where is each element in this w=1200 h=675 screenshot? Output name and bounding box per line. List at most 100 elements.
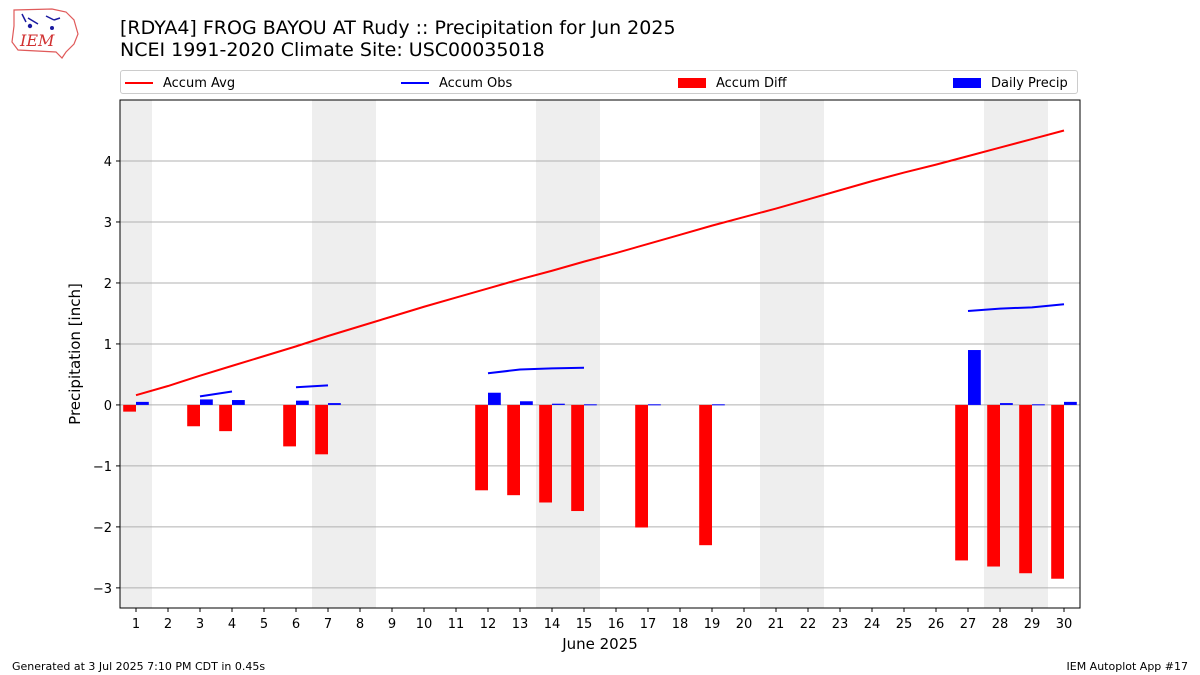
accum-diff-bar xyxy=(699,404,712,546)
x-tick-label: 28 xyxy=(992,617,1009,632)
daily-precip-bar xyxy=(1064,401,1077,405)
x-tick-label: 13 xyxy=(512,617,529,632)
accum-avg-line xyxy=(135,129,1065,397)
legend-accum-obs: Accum Obs xyxy=(401,74,512,92)
footer-app: IEM Autoplot App #17 xyxy=(1066,660,1189,673)
daily-precip-bar xyxy=(200,399,213,405)
x-tick-label: 8 xyxy=(356,617,364,632)
accum-diff-bar xyxy=(123,404,136,412)
x-tick-label: 20 xyxy=(736,617,753,632)
x-tick-label: 6 xyxy=(292,617,300,632)
x-tick-label: 16 xyxy=(608,617,625,632)
daily-precip-bar xyxy=(712,404,725,406)
chart-title: [RDYA4] FROG BAYOU AT Rudy :: Precipitat… xyxy=(120,17,676,39)
accum-diff-bar xyxy=(571,404,584,512)
x-tick-label: 1 xyxy=(132,617,140,632)
x-tick-label: 19 xyxy=(704,617,721,632)
accum-obs-lines xyxy=(199,303,1065,398)
daily-precip-bar xyxy=(232,400,245,405)
y-tick-label: 0 xyxy=(104,399,112,414)
accum-obs-segment xyxy=(199,390,233,398)
legend-label-daily: Daily Precip xyxy=(991,75,1068,91)
weekend-band xyxy=(984,100,1048,608)
chart-subtitle: NCEI 1991-2020 Climate Site: USC00035018 xyxy=(120,39,545,61)
accum-diff-bar xyxy=(283,404,296,447)
y-axis-label: Precipitation [inch] xyxy=(66,283,84,425)
daily-precip-bar xyxy=(552,403,565,405)
x-tick-label: 18 xyxy=(672,617,689,632)
legend-swatch-daily xyxy=(953,78,981,88)
y-tick-label: 2 xyxy=(104,277,112,292)
y-tick-label: −1 xyxy=(93,460,112,475)
weekend-band xyxy=(120,100,152,608)
y-axis-ticks: −3 −2 −1 0 1 2 3 4 xyxy=(93,155,120,597)
daily-precip-bar xyxy=(136,401,149,405)
daily-precip-bar xyxy=(520,401,533,405)
accum-obs-segment xyxy=(487,366,585,375)
accum-diff-bar xyxy=(635,404,648,528)
legend-accum-diff: Accum Diff xyxy=(678,74,787,92)
legend-label-diff: Accum Diff xyxy=(716,75,787,91)
x-axis-label: June 2025 xyxy=(561,635,638,653)
x-tick-label: 26 xyxy=(928,617,945,632)
y-tick-label: 3 xyxy=(104,216,112,231)
daily-precip-bar xyxy=(328,403,341,405)
x-tick-label: 25 xyxy=(896,617,913,632)
accum-diff-bar xyxy=(1019,404,1032,574)
y-tick-label: 1 xyxy=(104,338,112,353)
daily-precip-bar xyxy=(968,350,981,405)
x-tick-label: 27 xyxy=(960,617,977,632)
accum-diff-bar xyxy=(539,404,552,503)
x-tick-label: 23 xyxy=(832,617,849,632)
accum-diff-bars xyxy=(123,404,1064,579)
accum-avg-polyline xyxy=(135,129,1065,397)
x-tick-label: 3 xyxy=(196,617,204,632)
x-tick-label: 11 xyxy=(448,617,465,632)
legend-daily-precip: Daily Precip xyxy=(953,74,1068,92)
x-tick-label: 21 xyxy=(768,617,785,632)
accum-diff-bar xyxy=(475,404,488,491)
legend-accum-avg: Accum Avg xyxy=(125,74,235,92)
legend-swatch-diff xyxy=(678,78,706,88)
x-tick-label: 22 xyxy=(800,617,817,632)
daily-precip-bar xyxy=(488,392,501,405)
x-tick-label: 12 xyxy=(480,617,497,632)
legend: Accum Avg Accum Obs Accum Diff Daily Pre… xyxy=(120,70,1078,94)
y-tick-label: −3 xyxy=(93,582,112,597)
legend-label-obs: Accum Obs xyxy=(439,75,513,91)
x-tick-label: 7 xyxy=(324,617,332,632)
x-tick-label: 29 xyxy=(1024,617,1041,632)
x-tick-label: 24 xyxy=(864,617,881,632)
daily-precip-bar xyxy=(648,404,661,406)
accum-diff-bar xyxy=(187,404,200,427)
legend-label-avg: Accum Avg xyxy=(163,75,236,91)
daily-precip-bar xyxy=(584,404,597,406)
accum-diff-bar xyxy=(507,404,520,496)
x-tick-label: 15 xyxy=(576,617,593,632)
legend-swatch-avg xyxy=(125,82,153,84)
x-tick-label: 17 xyxy=(640,617,657,632)
y-gridlines xyxy=(120,160,1080,589)
accum-diff-bar xyxy=(1051,404,1064,579)
x-tick-label: 5 xyxy=(260,617,268,632)
y-tick-label: −2 xyxy=(93,521,112,536)
x-tick-label: 9 xyxy=(388,617,396,632)
x-tick-label: 10 xyxy=(416,617,433,632)
accum-obs-segment xyxy=(295,384,329,389)
x-tick-label: 30 xyxy=(1056,617,1073,632)
x-axis-ticks: 1 2 3 4 5 6 7 8 9 10 11 12 13 14 15 16 17 18 19 20 21 22 23 24 2… xyxy=(132,608,1072,632)
daily-precip-bars xyxy=(136,350,1077,406)
plot-frame xyxy=(119,99,1081,609)
daily-precip-bar xyxy=(1032,404,1045,406)
accum-diff-bar xyxy=(315,404,328,455)
x-tick-label: 4 xyxy=(228,617,236,632)
x-tick-label: 2 xyxy=(164,617,172,632)
footer-generated: Generated at 3 Jul 2025 7:10 PM CDT in 0… xyxy=(12,660,266,673)
legend-swatch-obs xyxy=(401,82,429,84)
accum-diff-bar xyxy=(219,404,232,432)
daily-precip-bar xyxy=(1000,403,1013,405)
accum-diff-bar xyxy=(955,404,968,561)
weekend-shading xyxy=(120,100,1048,608)
iem-logo: IEM xyxy=(11,8,79,59)
